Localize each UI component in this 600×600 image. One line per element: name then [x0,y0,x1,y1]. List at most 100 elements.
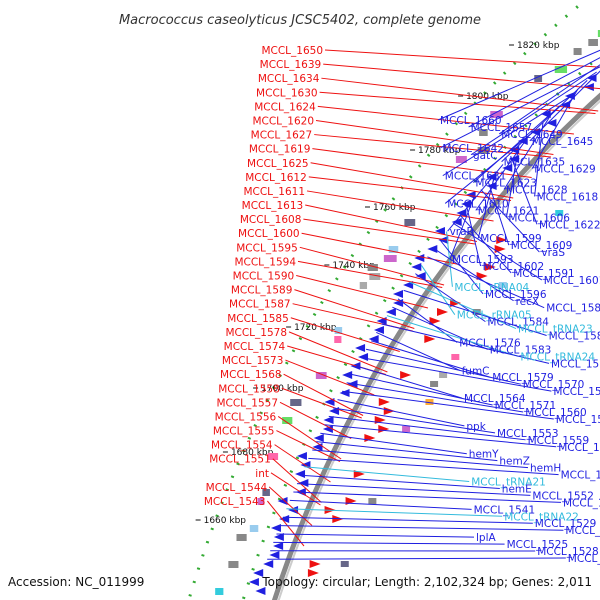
reverse-gene-arrow [324,398,335,406]
feature-label-forward: MCCL_1611 [243,186,305,198]
leader-line-rna [420,264,456,315]
tick-label: 1820 kbp [517,41,560,51]
tick-label: 1800 kbp [466,92,509,102]
reverse-gene-arrow [358,353,369,361]
feature-label-rna: MCCL_rRNA05 [457,310,532,322]
leader-line-reverse [503,113,552,190]
reverse-gene-arrow [451,218,462,226]
leader-line-forward [308,176,512,201]
feature-label-reverse: hemY [469,449,499,461]
cog-block [267,453,279,460]
feature-label-forward: MCCL_1608 [240,214,302,226]
reverse-gene-arrow [368,335,379,343]
leader-line-forward [317,105,574,135]
cog-block [439,372,448,378]
feature-label-reverse: MCCL_1552 [532,490,594,502]
leader-line-reverse [480,189,540,253]
leader-line-reverse [534,122,544,197]
feature-label-reverse: MCCL_1623 [475,178,537,190]
reverse-gene-arrow [269,551,280,559]
cog-block [367,264,378,271]
cog-block [490,111,503,118]
feature-label-rna: MCCL_tRNA24 [520,351,595,363]
leader-line-reverse [433,247,514,302]
feature-label-reverse: MCCL_1537 [565,525,600,537]
leader-line-reverse [477,172,496,239]
feature-label-reverse: recX [516,296,540,308]
leader-line-forward [296,275,429,309]
leader-line-reverse [444,130,535,204]
feature-label-forward: MCCL_1600 [238,228,300,240]
reverse-gene-arrow [385,308,396,316]
feature-label-reverse: MCCL_1553 [497,428,559,440]
feature-label-forward: int [255,468,269,480]
feature-label-reverse: MCCL_1599 [480,233,542,245]
leader-line-forward [267,500,305,547]
feature-label-reverse: hemH [530,463,561,475]
leader-line-reverse [510,155,538,225]
feature-label-reverse: MCCL_1584 [487,317,549,329]
feature-label-forward: MCCL_1594 [234,256,296,268]
leader-line-reverse [501,80,588,163]
feature-label-reverse: MCCL_1579 [492,372,554,384]
tick-label: 1680 kbp [231,448,274,458]
leader-line-forward [285,359,375,396]
feature-label-reverse: MCCL_1529 [535,518,597,530]
leader-line-forward [314,134,552,158]
forward-gene-arrow [496,236,508,244]
forward-gene-arrow [378,425,390,433]
cog-block [402,426,411,432]
forward-gene-arrow [307,569,319,577]
leader-line-reverse [320,432,467,455]
cog-block [451,354,460,360]
leader-line-reverse [442,96,570,177]
feature-label-reverse: MCCL_1596 [485,289,547,301]
feature-label-reverse: MCCL_1602 [483,261,545,273]
backbone-ring-shadow [277,99,600,600]
feature-label-reverse: MCCL_1609 [511,240,573,252]
feature-label-reverse: ppk [466,421,486,433]
leader-line-forward [323,63,600,90]
feature-label-reverse: MCCL_1657 [471,122,533,134]
leader-line-forward [303,218,475,245]
feature-label-forward: MCCL_1619 [249,144,311,156]
feature-label-reverse: gatC [473,150,498,162]
feature-label-reverse: MCCL_1628 [506,185,568,197]
reverse-gene-arrow [393,290,404,298]
cog-block [369,273,381,280]
leader-line-reverse [282,516,533,524]
leader-line-reverse [440,66,600,149]
leader-line-reverse [346,382,524,413]
leader-line-reverse [470,71,597,156]
feature-label-reverse: hemZ [499,456,530,468]
feature-label-reverse: vraR [450,226,474,238]
cog-block [290,399,302,406]
forward-gene-arrow [383,407,395,415]
reverse-gene-arrow [427,245,438,253]
feature-label-reverse: vraS [541,247,565,259]
feature-label-reverse: MCCL_1591 [513,268,575,280]
leader-line-reverse [452,222,543,281]
cog-block [228,561,239,568]
genome-summary-text: Topology: circular; Length: 2,102,324 bp… [261,575,592,589]
feature-label-reverse: MCCL_1649 [501,129,563,141]
reverse-gene-arrow [248,578,259,586]
cog-block [554,66,568,73]
leader-line-forward [268,486,313,526]
leader-line-forward [305,204,478,242]
tick-label: 1780 kbp [418,146,461,156]
reverse-gene-arrow [288,506,299,514]
tick-label: 1720 kbp [294,323,337,333]
leader-line-reverse [447,164,504,232]
feature-label-reverse: MCCL_1581 [549,331,600,343]
feature-label-forward: MCCL_1639 [260,59,322,71]
accession-text: Accession: NC_011999 [8,575,144,589]
feature-label-forward: MCCL_1650 [261,45,323,57]
feature-label-reverse: MCCL_1534 [563,497,600,509]
feature-label-reverse: MCCL_1631 [445,171,507,183]
leader-line-forward [306,190,494,222]
leader-line-reverse [381,323,550,364]
feature-label-forward: MCCL_1620 [252,115,314,127]
reverse-gene-arrow [313,434,324,442]
cog-block [257,498,265,505]
